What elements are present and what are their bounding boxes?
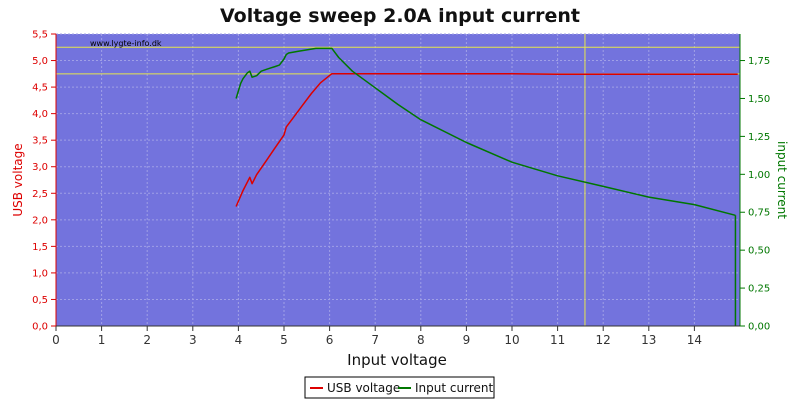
y-right-tick-label: 1,50 <box>748 94 770 105</box>
x-axis-label: Input voltage <box>347 351 447 369</box>
axes: 0 1 2 3 4 5 6 7 8 9 10 11 12 13 140,00,51,01,52,02,53,… <box>32 30 770 348</box>
y-right-axis-label: input current <box>775 141 789 219</box>
y-left-tick-label: 2,5 <box>32 189 48 200</box>
x-tick-label: 7 <box>371 333 379 347</box>
y-right-tick-label: 0,50 <box>748 246 770 257</box>
y-left-tick-label: 1,5 <box>32 242 48 253</box>
y-left-tick-label: 1,0 <box>32 268 48 279</box>
y-right-tick-label: 0,25 <box>748 284 770 295</box>
y-left-tick-label: 4,0 <box>32 109 48 120</box>
y-right-tick-label: 0,75 <box>748 208 770 219</box>
x-tick-label: 4 <box>235 333 243 347</box>
legend-label-usb-voltage: USB voltage <box>327 381 400 395</box>
y-left-tick-label: 3,5 <box>32 136 48 147</box>
watermark: www.lygte-info.dk <box>90 39 162 48</box>
y-left-tick-label: 5,5 <box>32 30 48 41</box>
x-tick-label: 14 <box>687 333 702 347</box>
y-right-tick-label: 1,00 <box>748 170 770 181</box>
legend: USB voltage Input current <box>304 376 495 399</box>
x-tick-label: 8 <box>417 333 425 347</box>
x-tick-label: 2 <box>143 333 151 347</box>
y-right-tick-label: 0,00 <box>748 322 770 333</box>
y-left-axis-label: USB voltage <box>11 143 25 216</box>
y-left-tick-label: 3,0 <box>32 162 48 173</box>
y-right-tick-label: 1,75 <box>748 56 770 67</box>
x-tick-label: 10 <box>504 333 519 347</box>
legend-label-input-current: Input current <box>415 381 493 395</box>
x-tick-label: 3 <box>189 333 197 347</box>
x-tick-label: 0 <box>52 333 60 347</box>
y-left-tick-label: 0,0 <box>32 322 48 333</box>
x-tick-label: 12 <box>596 333 611 347</box>
x-tick-label: 9 <box>463 333 471 347</box>
series-line-usb-voltage <box>235 73 738 207</box>
x-tick-label: 1 <box>98 333 106 347</box>
x-tick-label: 6 <box>326 333 334 347</box>
x-tick-label: 13 <box>641 333 656 347</box>
y-left-tick-label: 5,0 <box>32 56 48 67</box>
series-layer <box>235 47 738 326</box>
series-line-input-current <box>235 47 736 217</box>
x-tick-label: 5 <box>280 333 288 347</box>
chart-title: Voltage sweep 2.0A input current <box>220 5 580 27</box>
y-left-tick-label: 2,0 <box>32 215 48 226</box>
y-left-tick-label: 0,5 <box>32 295 48 306</box>
x-tick-label: 11 <box>550 333 565 347</box>
y-right-tick-label: 1,25 <box>748 132 770 143</box>
plot-area <box>56 34 740 326</box>
y-left-tick-label: 4,5 <box>32 83 48 94</box>
